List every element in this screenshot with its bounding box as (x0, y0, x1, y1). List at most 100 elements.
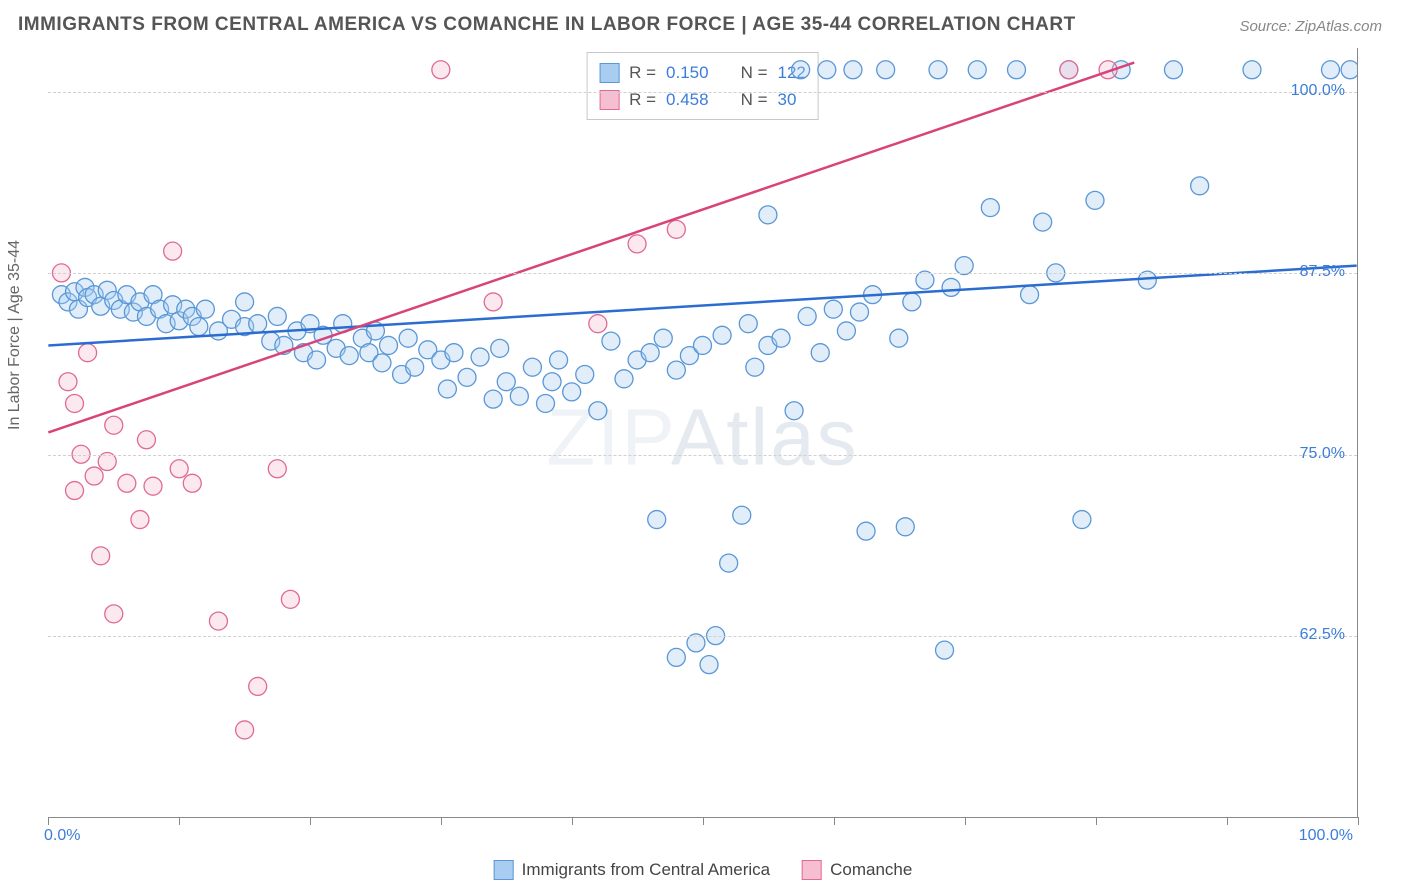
data-point (92, 547, 110, 565)
data-point (968, 61, 986, 79)
data-point (615, 370, 633, 388)
data-point (380, 336, 398, 354)
data-point (936, 641, 954, 659)
data-point (641, 344, 659, 362)
data-point (236, 721, 254, 739)
data-point (792, 61, 810, 79)
data-point (877, 61, 895, 79)
data-point (890, 329, 908, 347)
data-point (713, 326, 731, 344)
data-point (236, 293, 254, 311)
data-point (746, 358, 764, 376)
data-point (929, 61, 947, 79)
data-point (903, 293, 921, 311)
data-point (785, 402, 803, 420)
data-point (484, 293, 502, 311)
data-point (851, 303, 869, 321)
series-legend: Immigrants from Central America Comanche (494, 860, 913, 880)
legend-square-icon (494, 860, 514, 880)
y-tick-label: 62.5% (1300, 626, 1345, 644)
plot-area: ZIPAtlas R = 0.150 N = 122 R = 0.458 N =… (48, 48, 1358, 818)
data-point (811, 344, 829, 362)
data-point (720, 554, 738, 572)
data-point (373, 354, 391, 372)
data-point (537, 394, 555, 412)
data-point (759, 206, 777, 224)
data-point (196, 300, 214, 318)
data-point (170, 460, 188, 478)
data-point (896, 518, 914, 536)
series-legend-label-1: Immigrants from Central America (522, 860, 770, 880)
data-point (654, 329, 672, 347)
data-point (1086, 191, 1104, 209)
data-point (445, 344, 463, 362)
data-point (491, 339, 509, 357)
y-axis-label: In Labor Force | Age 35-44 (6, 240, 24, 430)
data-point (543, 373, 561, 391)
chart-title: IMMIGRANTS FROM CENTRAL AMERICA VS COMAN… (18, 14, 1076, 36)
data-point (576, 365, 594, 383)
data-point (589, 402, 607, 420)
data-point (1243, 61, 1261, 79)
data-point (510, 387, 528, 405)
data-point (164, 242, 182, 260)
data-point (602, 332, 620, 350)
data-point (406, 358, 424, 376)
data-point (1060, 61, 1078, 79)
data-point (183, 474, 201, 492)
data-point (844, 61, 862, 79)
data-point (1341, 61, 1357, 79)
data-point (1034, 213, 1052, 231)
data-point (131, 511, 149, 529)
data-point (1021, 286, 1039, 304)
data-point (144, 477, 162, 495)
data-point (589, 315, 607, 333)
data-point (105, 416, 123, 434)
data-point (818, 61, 836, 79)
data-point (209, 612, 227, 630)
data-point (1164, 61, 1182, 79)
data-point (484, 390, 502, 408)
y-tick-label: 75.0% (1300, 445, 1345, 463)
data-point (628, 235, 646, 253)
data-point (85, 467, 103, 485)
correlation-chart: IMMIGRANTS FROM CENTRAL AMERICA VS COMAN… (0, 0, 1406, 892)
source-label: Source: ZipAtlas.com (1239, 18, 1382, 35)
data-point (137, 431, 155, 449)
data-point (432, 61, 450, 79)
data-point (497, 373, 515, 391)
data-point (190, 318, 208, 336)
data-point (798, 307, 816, 325)
data-point (837, 322, 855, 340)
data-point (105, 605, 123, 623)
data-point (1191, 177, 1209, 195)
data-point (739, 315, 757, 333)
data-point (471, 348, 489, 366)
data-point (667, 648, 685, 666)
y-tick-label: 100.0% (1291, 82, 1345, 100)
series-legend-item-1: Immigrants from Central America (494, 860, 770, 880)
data-point (281, 590, 299, 608)
data-point (857, 522, 875, 540)
data-point (648, 511, 666, 529)
data-point (981, 199, 999, 217)
data-point (268, 460, 286, 478)
data-point (340, 347, 358, 365)
data-point (268, 307, 286, 325)
data-point (955, 257, 973, 275)
data-point (66, 482, 84, 500)
data-point (700, 656, 718, 674)
data-point (59, 373, 77, 391)
series-legend-label-2: Comanche (830, 860, 912, 880)
legend-square-icon (802, 860, 822, 880)
data-point (667, 220, 685, 238)
data-point (772, 329, 790, 347)
data-point (563, 383, 581, 401)
data-point (438, 380, 456, 398)
x-tick-label: 0.0% (44, 827, 80, 845)
data-point (550, 351, 568, 369)
data-point (667, 361, 685, 379)
data-point (1008, 61, 1026, 79)
data-point (694, 336, 712, 354)
data-point (1321, 61, 1339, 79)
